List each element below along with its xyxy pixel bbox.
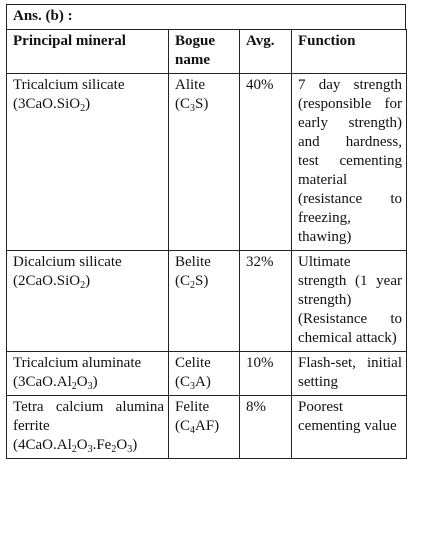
- avg-cell: 10%: [239, 351, 292, 396]
- header-function: Function: [291, 29, 407, 74]
- mineral-formula: (2CaO.SiO2): [13, 273, 91, 291]
- answer-label: Ans. (b) :: [6, 4, 406, 29]
- function-cell: 7 day strength (responsible for early st…: [291, 73, 407, 251]
- bogue-cell: Felite (C4AF): [168, 395, 240, 459]
- bogue-name: Celite: [175, 355, 211, 371]
- table-header-row: Principal mineral Bogue name Avg. Functi…: [6, 29, 407, 74]
- bogue-name: Belite: [175, 254, 211, 270]
- mineral-formula: (3CaO.SiO2): [13, 96, 91, 114]
- bogue-formula: (C2S): [175, 273, 209, 291]
- table-row: Tricalcium aluminate (3CaO.Al2O3) Celite…: [6, 351, 407, 396]
- mineral-name: Tetra calcium alumina ferrite: [13, 399, 164, 434]
- avg-cell: 32%: [239, 250, 292, 352]
- mineral-name: Dicalcium silicate: [13, 254, 122, 270]
- mineral-cell: Tricalcium aluminate (3CaO.Al2O3): [6, 351, 169, 396]
- mineral-formula: (3CaO.Al2O3): [13, 374, 98, 392]
- header-mineral: Principal mineral: [6, 29, 169, 74]
- bogue-cell: Celite (C3A): [168, 351, 240, 396]
- bogue-formula: (C3A): [175, 374, 211, 392]
- table-row: Tetra calcium alumina ferrite (4CaO.Al2O…: [6, 395, 407, 459]
- mineral-cell: Tricalcium silicate (3CaO.SiO2): [6, 73, 169, 251]
- mineral-cell: Tetra calcium alumina ferrite (4CaO.Al2O…: [6, 395, 169, 459]
- cement-minerals-table: Principal mineral Bogue name Avg. Functi…: [6, 29, 407, 459]
- answer-document: Ans. (b) : Principal mineral Bogue name …: [6, 4, 407, 459]
- avg-cell: 8%: [239, 395, 292, 459]
- mineral-name: Tricalcium aluminate: [13, 355, 142, 371]
- bogue-name: Alite: [175, 77, 205, 93]
- function-cell: Poorest cementing value: [291, 395, 407, 459]
- mineral-cell: Dicalcium silicate (2CaO.SiO2): [6, 250, 169, 352]
- table-row: Tricalcium silicate (3CaO.SiO2) Alite (C…: [6, 73, 407, 251]
- bogue-name: Felite: [175, 399, 210, 415]
- bogue-cell: Belite (C2S): [168, 250, 240, 352]
- bogue-formula: (C4AF): [175, 418, 220, 436]
- function-cell: Flash-set, initial setting: [291, 351, 407, 396]
- mineral-name: Tricalcium silicate: [13, 77, 125, 93]
- mineral-formula: (4CaO.Al2O3.Fe2O3): [13, 437, 138, 455]
- bogue-cell: Alite (C3S): [168, 73, 240, 251]
- table-row: Dicalcium silicate (2CaO.SiO2) Belite (C…: [6, 250, 407, 352]
- avg-cell: 40%: [239, 73, 292, 251]
- bogue-formula: (C3S): [175, 96, 209, 114]
- header-avg: Avg.: [239, 29, 292, 74]
- header-bogue: Bogue name: [168, 29, 240, 74]
- function-cell: Ultimate strength (1 year strength) (Res…: [291, 250, 407, 352]
